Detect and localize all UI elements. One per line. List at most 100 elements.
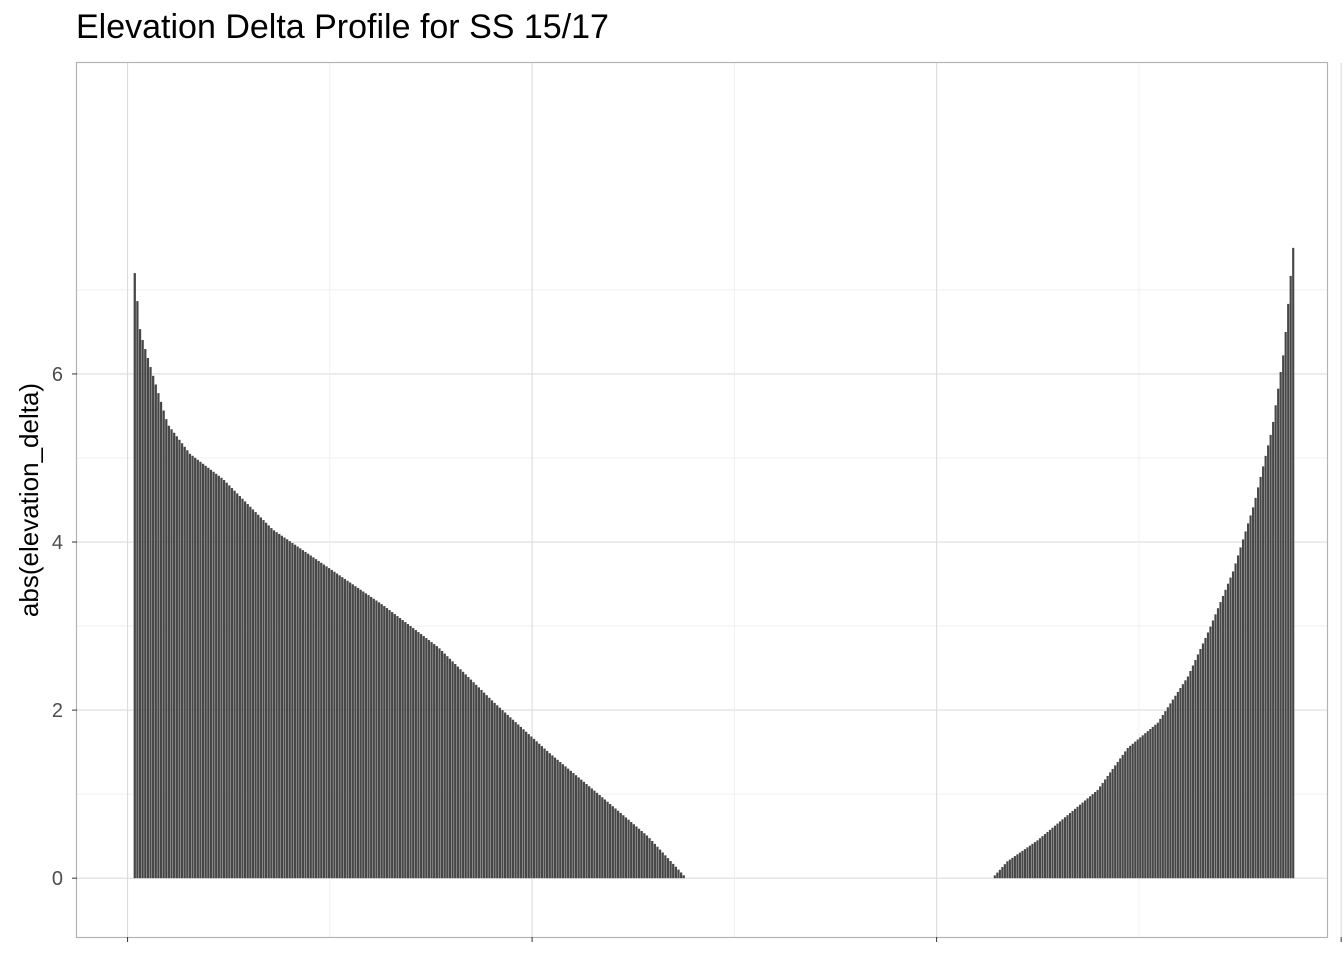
bar xyxy=(658,849,662,879)
bar xyxy=(133,273,136,879)
bar xyxy=(362,591,365,879)
bar xyxy=(275,532,278,879)
bar xyxy=(1181,684,1184,879)
bar xyxy=(1269,434,1272,879)
bar xyxy=(595,792,599,879)
bar xyxy=(425,638,428,879)
bar xyxy=(380,604,383,879)
bar xyxy=(1287,303,1290,879)
bar xyxy=(222,480,226,879)
bar xyxy=(467,676,470,879)
bar xyxy=(440,650,444,879)
bar xyxy=(1008,859,1011,879)
bar xyxy=(664,855,667,879)
bar xyxy=(1219,602,1222,879)
bar xyxy=(1003,864,1006,879)
bar xyxy=(572,773,575,879)
bar xyxy=(278,533,281,879)
bar xyxy=(998,869,1001,879)
bar xyxy=(1214,614,1217,879)
bar xyxy=(493,702,496,879)
bar xyxy=(254,512,257,879)
bar xyxy=(270,528,273,879)
bar xyxy=(1058,821,1062,879)
bar xyxy=(306,553,310,879)
bar xyxy=(1001,866,1004,879)
bar xyxy=(1116,761,1119,879)
bar xyxy=(1284,331,1287,879)
bar xyxy=(1211,620,1215,879)
bar xyxy=(333,571,336,879)
bar xyxy=(330,569,333,879)
bar xyxy=(1076,806,1079,879)
bar xyxy=(375,600,378,879)
bar xyxy=(637,828,641,879)
bar xyxy=(1199,648,1202,879)
bar xyxy=(1114,765,1117,879)
bar xyxy=(419,634,423,879)
bar xyxy=(1028,845,1032,879)
bar xyxy=(1111,768,1114,879)
bar xyxy=(472,682,475,879)
bar xyxy=(1124,751,1127,879)
bar xyxy=(1166,707,1169,879)
bar xyxy=(611,806,614,879)
bar xyxy=(367,595,370,879)
bar xyxy=(482,692,486,879)
bar xyxy=(503,712,507,879)
bar xyxy=(627,819,630,879)
bar xyxy=(422,636,425,879)
bar xyxy=(1094,792,1097,879)
bar xyxy=(1224,589,1227,879)
bar xyxy=(1176,691,1179,879)
bar xyxy=(1134,741,1137,879)
bar xyxy=(666,858,670,879)
bar xyxy=(459,669,462,879)
bar xyxy=(1174,695,1177,879)
bar xyxy=(1201,643,1205,879)
bar xyxy=(304,551,307,879)
bar xyxy=(167,425,171,879)
bar xyxy=(469,679,473,879)
bar xyxy=(199,461,202,879)
bar xyxy=(556,759,559,879)
bar xyxy=(251,509,255,879)
bar xyxy=(1262,466,1265,879)
bar xyxy=(1139,737,1142,879)
bar xyxy=(1033,842,1037,879)
bar xyxy=(175,436,178,879)
bar xyxy=(217,475,220,879)
y-tick-label: 4 xyxy=(52,532,63,554)
bar xyxy=(349,582,352,879)
bar xyxy=(343,578,347,879)
bar xyxy=(1018,852,1021,879)
bar xyxy=(609,803,612,879)
bar xyxy=(1191,665,1194,879)
bar xyxy=(241,498,244,879)
bar xyxy=(194,457,197,879)
bar xyxy=(1068,813,1072,879)
bar xyxy=(1006,861,1009,879)
bar xyxy=(238,496,241,879)
bar xyxy=(322,564,326,879)
bar xyxy=(661,852,664,879)
bar xyxy=(540,746,544,879)
bar xyxy=(619,812,622,879)
bar xyxy=(993,875,996,879)
bar xyxy=(312,557,315,879)
bar xyxy=(1254,497,1257,879)
bar xyxy=(1136,739,1139,879)
bar xyxy=(398,618,402,879)
bar xyxy=(391,612,394,879)
bar xyxy=(475,684,478,879)
bar xyxy=(464,674,467,879)
bar xyxy=(1257,487,1260,879)
bar xyxy=(196,459,199,879)
bar xyxy=(669,861,672,879)
bar xyxy=(454,663,457,879)
bar xyxy=(1252,507,1255,879)
bar xyxy=(443,653,446,879)
bar xyxy=(149,367,152,879)
bar xyxy=(406,624,410,879)
bar xyxy=(643,833,646,879)
